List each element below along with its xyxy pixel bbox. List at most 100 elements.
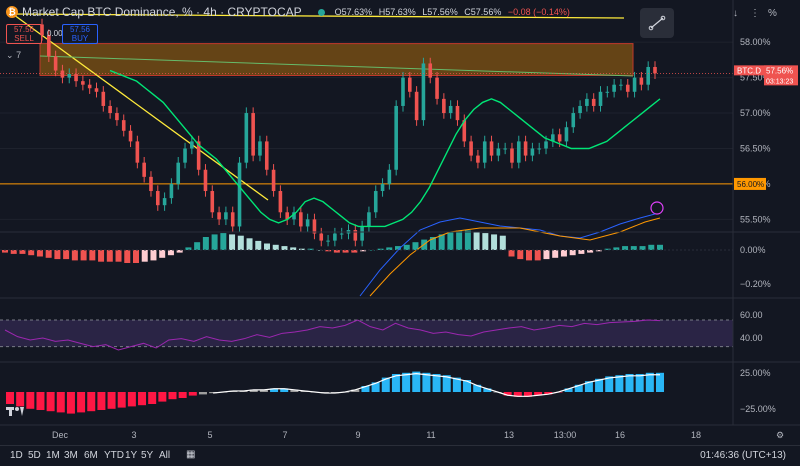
momentum-bar	[259, 389, 268, 392]
macd-bar	[499, 235, 506, 250]
momentum-bar	[351, 389, 360, 392]
momentum-bar	[270, 388, 279, 392]
momentum-bar	[452, 377, 461, 392]
momentum-pane: 25.00% −25.00%	[6, 368, 776, 414]
momentum-bar	[635, 374, 644, 392]
percent-toggle[interactable]: %	[768, 8, 777, 19]
candle-body	[571, 113, 576, 128]
candle-body	[319, 233, 324, 241]
macd-bar	[307, 248, 314, 250]
draw-tool-button[interactable]	[640, 8, 674, 38]
candle-body	[367, 212, 371, 227]
candle-body	[516, 141, 521, 163]
candle-body	[81, 81, 85, 85]
candle-body	[142, 162, 146, 177]
price-tag-symbol: BTC.D	[737, 66, 761, 75]
candle-body	[169, 183, 174, 199]
y-tick-label: 55.50%	[740, 214, 771, 224]
momentum-bar	[87, 392, 96, 412]
level-tag	[734, 177, 766, 190]
momentum-bar	[168, 392, 177, 400]
candle-body	[47, 35, 51, 57]
range-button-6m[interactable]: 6M	[84, 450, 98, 461]
macd-bar	[403, 244, 410, 250]
range-button-3m[interactable]: 3M	[64, 450, 78, 461]
macd-bar	[167, 250, 174, 256]
calendar-icon[interactable]: ▦	[186, 449, 196, 460]
candle-body	[244, 113, 249, 163]
symbol-title[interactable]: Market Cap BTC Dominance, % · 4h · CRYPT…	[22, 5, 302, 19]
candle-body	[537, 148, 542, 150]
alert-icon	[650, 201, 664, 215]
buy-button[interactable]: 57.56 BUY	[62, 24, 98, 44]
macd-bar	[194, 242, 201, 250]
sell-button[interactable]: 57.56 SELL	[6, 24, 42, 44]
price-pane[interactable]: 58.00%57.50%57.00%56.50%56.00%55.50%56.0…	[0, 11, 798, 247]
macd-bar	[560, 250, 567, 257]
candle-body	[115, 113, 119, 121]
macd-bar	[657, 244, 663, 250]
macd-y-tick: 0.00%	[740, 245, 766, 255]
buy-label: BUY	[71, 34, 89, 43]
macd-bar	[325, 250, 332, 252]
range-button-1d[interactable]: 1D	[10, 450, 23, 461]
macd-bar	[456, 230, 463, 250]
macd-pane: 0.00% −0.20%	[0, 213, 771, 297]
candle-body	[162, 198, 167, 206]
range-button-1m[interactable]: 1M	[46, 450, 60, 461]
tradingview-logo-icon	[6, 407, 24, 416]
candle-body	[258, 141, 262, 156]
macd-bar	[395, 246, 401, 250]
macd-bar	[639, 246, 646, 250]
candle-body	[149, 176, 153, 192]
candle-body	[442, 98, 446, 114]
macd-bar	[176, 250, 183, 253]
collapse-button[interactable]: ↓	[733, 8, 738, 19]
macd-bar	[2, 250, 8, 253]
candle-body	[503, 148, 507, 150]
momentum-bar	[534, 392, 543, 396]
candle-body	[299, 212, 303, 227]
candle-body	[619, 84, 623, 86]
momentum-bar	[645, 372, 654, 392]
menu-icon: ⋮	[750, 8, 760, 19]
range-button-5d[interactable]: 5D	[28, 450, 41, 461]
momentum-bar	[574, 384, 583, 392]
macd-bar	[464, 230, 471, 250]
macd-bar	[604, 248, 611, 250]
moving-average-line	[109, 69, 661, 228]
macd-bar	[272, 244, 279, 250]
momentum-bar	[605, 376, 614, 392]
momentum-bar	[513, 392, 522, 397]
macd-bar	[19, 250, 26, 254]
candle-body	[380, 183, 385, 192]
range-button-5y[interactable]: 5Y	[141, 450, 154, 461]
momentum-bar	[371, 382, 380, 392]
macd-bar	[482, 233, 489, 250]
macd-bar	[622, 246, 629, 250]
momentum-bar	[290, 389, 299, 392]
clock[interactable]: 01:46:36 (UTC+13)	[700, 450, 786, 461]
chart-canvas[interactable]: 58.00%57.50%57.00%56.50%56.00%55.50%56.0…	[0, 0, 800, 445]
candle-body	[155, 191, 160, 206]
macd-bar	[229, 234, 236, 250]
range-button-all[interactable]: All	[159, 450, 171, 461]
indicators-toggle[interactable]: ⌄ 7	[6, 50, 21, 61]
rsi-y-tick: 60.00	[740, 310, 763, 320]
layout-button[interactable]: ⋮	[750, 8, 760, 19]
range-button-ytd[interactable]: YTD	[104, 450, 124, 461]
candle-body	[578, 105, 582, 114]
candle-body	[135, 141, 140, 163]
x-tick-label: 9	[355, 430, 360, 440]
range-button-1y[interactable]: 1Y	[125, 450, 138, 461]
candle-body	[476, 155, 480, 163]
price-tag-value: 57.56%	[766, 66, 793, 75]
x-tick-label: 18	[691, 430, 701, 440]
btc-logo-icon: ₿	[6, 6, 18, 18]
candle-body	[428, 63, 433, 78]
momentum-bar	[503, 392, 512, 396]
price-tag-countdown: 03:13:23	[766, 78, 793, 85]
candle-body	[421, 63, 426, 121]
candle-body	[360, 226, 364, 241]
x-tick-label: 13	[504, 430, 514, 440]
